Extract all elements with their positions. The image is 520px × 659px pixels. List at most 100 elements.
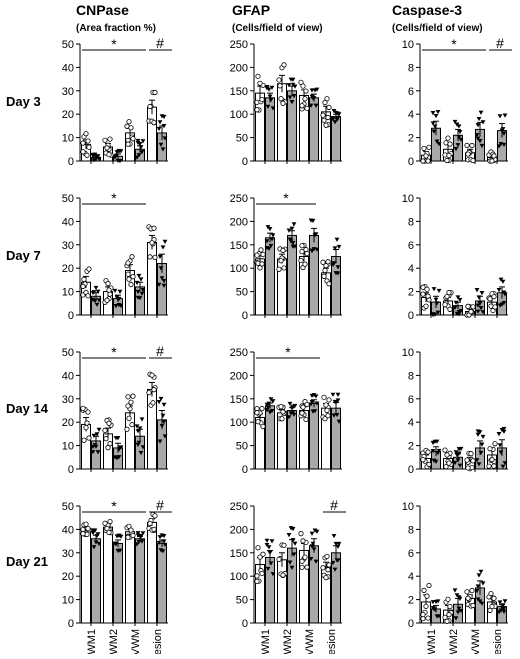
data-point — [322, 416, 328, 422]
data-point — [452, 588, 458, 593]
significance-mark: # — [156, 35, 164, 51]
significance-mark: # — [330, 497, 338, 513]
chart-panel: 0 2 4 6 8 10 * # — [402, 35, 512, 168]
data-point — [291, 94, 297, 99]
y-tick-label: 150 — [230, 394, 248, 406]
data-point — [112, 155, 118, 160]
y-tick-label: 10 — [62, 287, 74, 299]
data-point — [498, 608, 504, 613]
bar — [147, 241, 157, 316]
data-point — [269, 85, 275, 90]
data-point — [425, 293, 431, 299]
data-point — [501, 290, 507, 295]
data-point — [309, 399, 315, 405]
data-point — [270, 233, 276, 238]
data-point — [135, 140, 141, 146]
y-tick-label: 50 — [62, 39, 74, 51]
data-point — [464, 457, 470, 463]
data-point — [326, 104, 332, 110]
y-tick-label: 6 — [408, 86, 414, 98]
data-point — [421, 145, 427, 152]
y-tick-label: 0 — [408, 618, 414, 630]
data-point — [115, 436, 121, 441]
data-point — [436, 142, 442, 147]
data-point — [90, 528, 96, 533]
significance-mark: * — [451, 36, 457, 52]
data-point — [487, 296, 493, 302]
x-tick-label: Peri-lesion — [152, 629, 164, 654]
y-tick-label: 2 — [408, 133, 414, 145]
data-point — [332, 246, 338, 251]
data-point — [259, 96, 265, 103]
x-tick-label: PVWM — [130, 629, 142, 654]
data-point — [444, 293, 450, 300]
data-point — [93, 540, 99, 545]
data-point — [139, 150, 145, 155]
data-point — [149, 240, 155, 246]
data-point — [424, 286, 430, 292]
data-point — [278, 258, 284, 264]
data-point — [420, 457, 426, 463]
data-point — [468, 309, 474, 315]
data-point — [445, 135, 451, 141]
data-point — [491, 463, 497, 469]
data-point — [80, 405, 86, 411]
data-point — [84, 152, 90, 158]
y-tick-label: 250 — [230, 347, 248, 359]
data-point — [105, 281, 111, 287]
data-point — [475, 429, 481, 434]
data-point — [125, 394, 131, 400]
data-point — [478, 306, 484, 311]
data-point — [162, 434, 168, 439]
y-tick-label: 0 — [408, 156, 414, 168]
bar — [125, 412, 135, 470]
data-point — [458, 308, 464, 314]
y-tick-label: 250 — [230, 193, 248, 205]
data-point — [426, 461, 432, 468]
data-point — [302, 261, 308, 267]
data-point — [135, 429, 141, 434]
bar — [103, 526, 113, 624]
data-point — [480, 120, 486, 125]
data-point — [83, 131, 89, 137]
data-point — [270, 106, 276, 111]
data-point — [287, 560, 293, 565]
data-point — [276, 266, 282, 272]
data-point — [129, 254, 135, 260]
data-point — [280, 572, 286, 578]
data-point — [446, 460, 452, 466]
data-point — [280, 247, 286, 253]
data-point — [90, 297, 96, 302]
data-point — [491, 294, 497, 300]
data-point — [80, 149, 86, 155]
data-point — [325, 259, 331, 265]
data-point — [435, 599, 441, 604]
y-tick-label: 0 — [242, 156, 248, 168]
data-point — [281, 542, 287, 548]
data-point — [162, 239, 168, 244]
data-point — [300, 83, 306, 89]
data-point — [323, 402, 329, 408]
data-point — [475, 597, 481, 602]
data-point — [470, 602, 476, 609]
data-point — [268, 97, 274, 103]
data-point — [117, 289, 123, 294]
data-point — [333, 110, 339, 116]
data-point — [151, 119, 157, 126]
data-point — [260, 251, 266, 258]
data-point — [475, 123, 481, 128]
data-point — [475, 309, 481, 314]
bar — [277, 559, 287, 624]
data-point — [156, 282, 162, 287]
data-point — [478, 569, 484, 574]
bar — [135, 538, 145, 624]
y-tick-label: 40 — [62, 62, 74, 74]
data-point — [255, 419, 261, 425]
data-point — [501, 131, 507, 136]
data-point — [326, 281, 332, 287]
y-tick-label: 8 — [408, 370, 414, 382]
data-point — [93, 285, 99, 291]
data-point — [420, 291, 426, 297]
y-tick-label: 50 — [236, 441, 248, 453]
